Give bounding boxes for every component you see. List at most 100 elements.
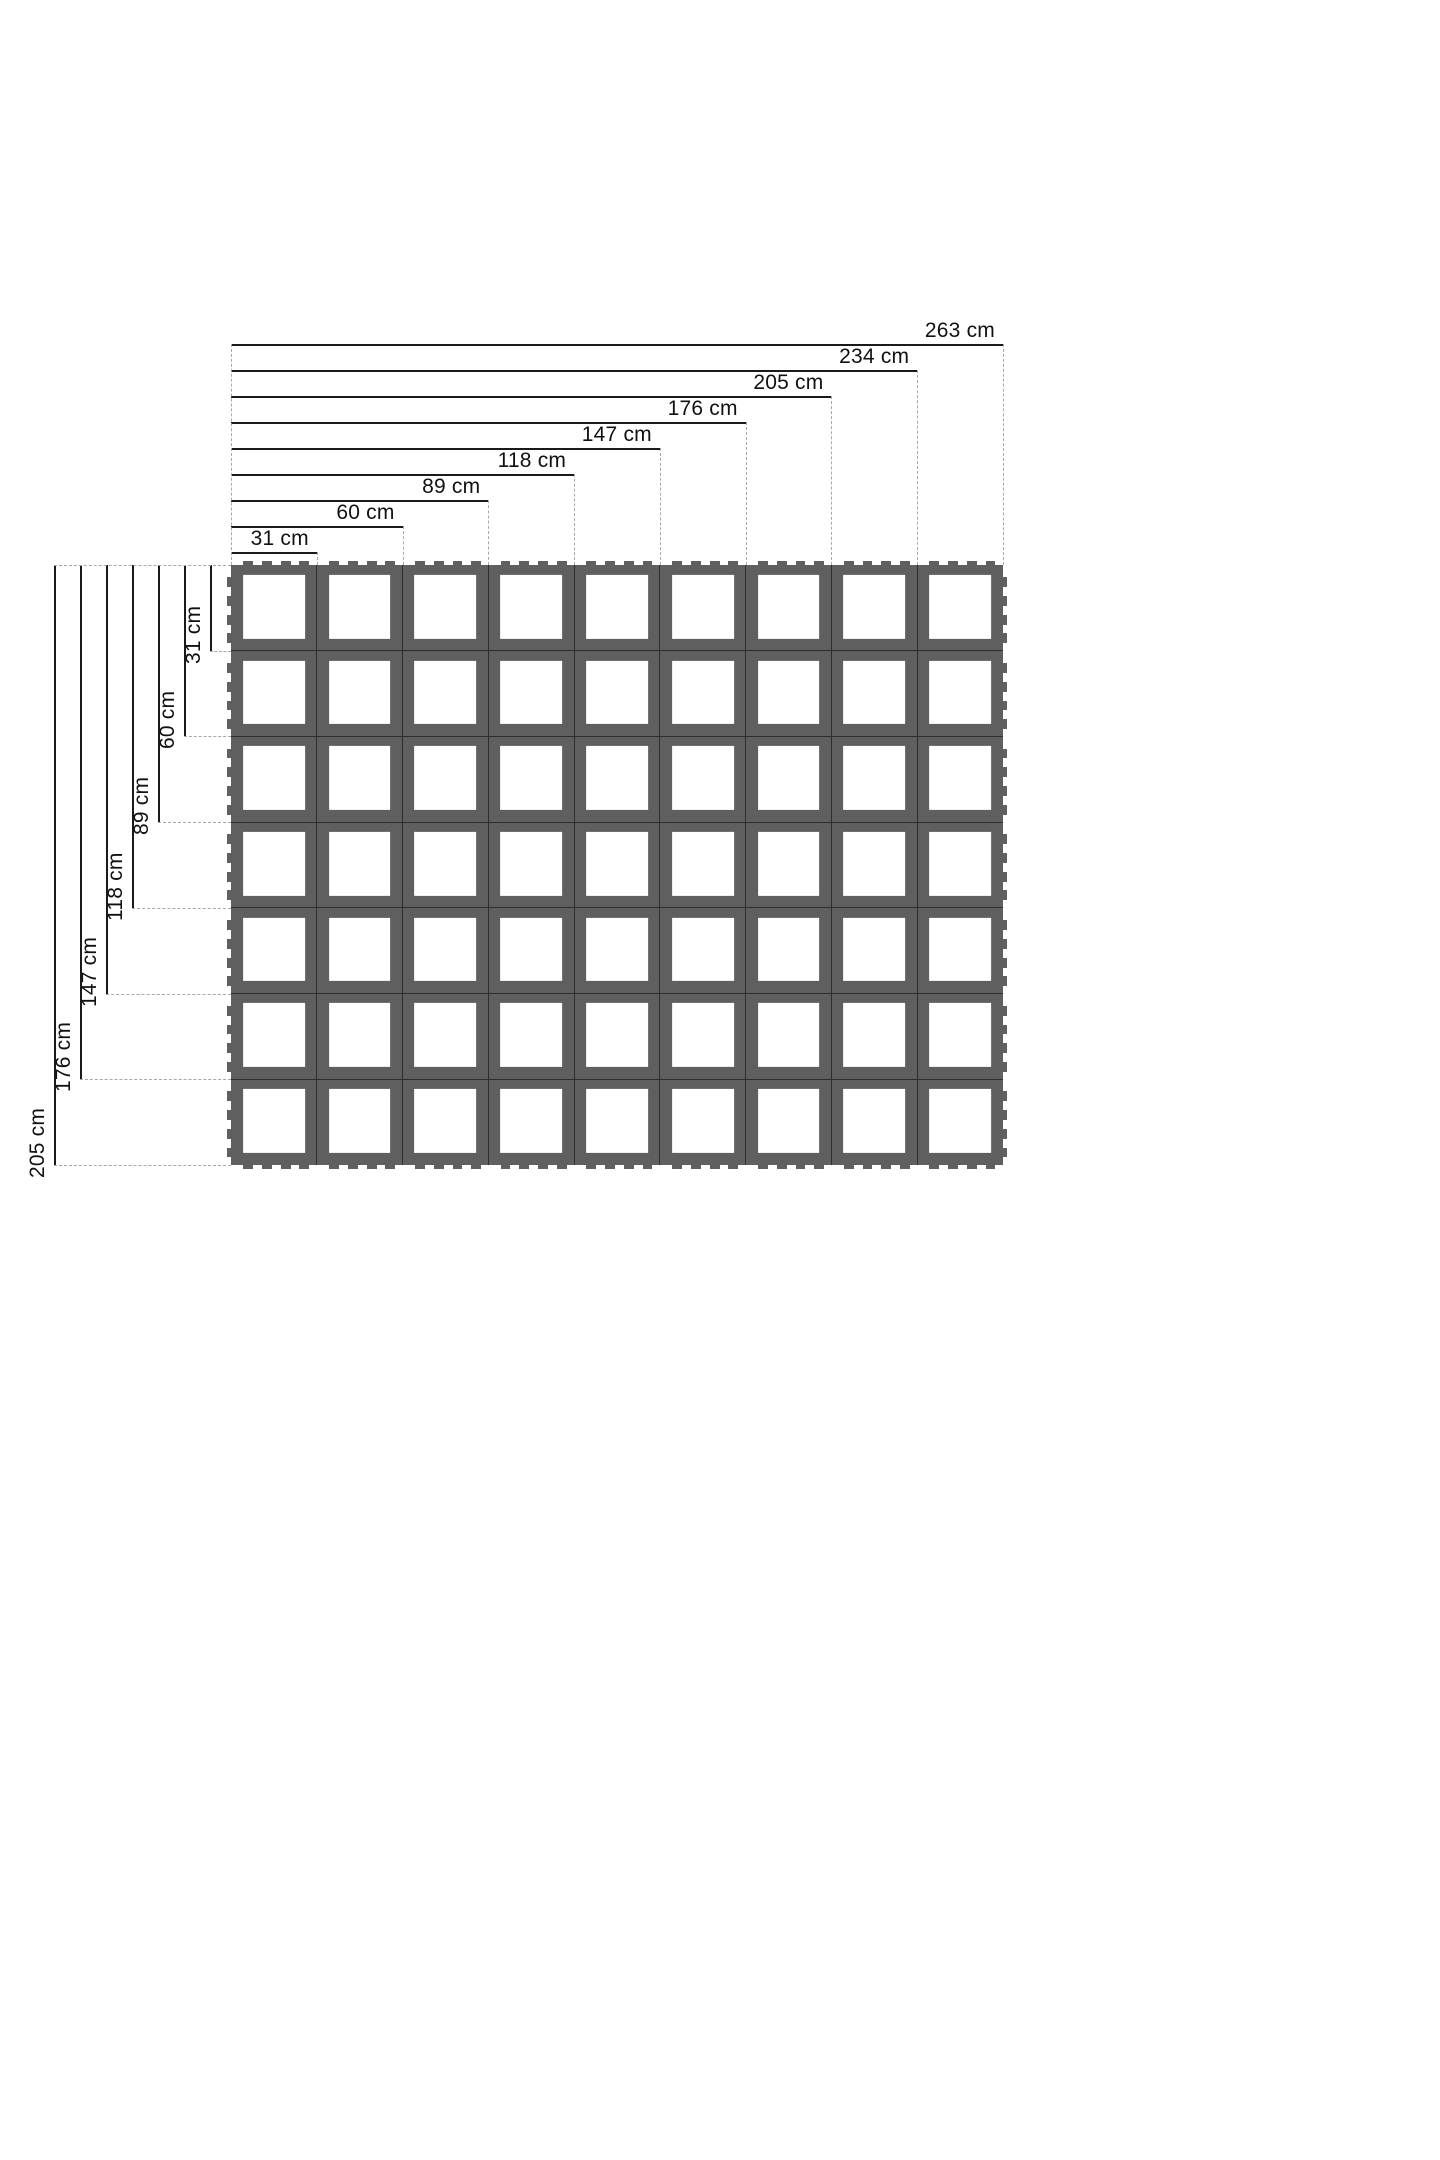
tile-star	[414, 1003, 477, 1067]
h-dimension-label-176: 176 cm	[667, 397, 738, 420]
tile-star	[929, 1089, 991, 1153]
puzzle-tab	[655, 1129, 661, 1140]
puzzle-tab	[538, 989, 549, 995]
puzzle-tab	[624, 817, 634, 824]
puzzle-tab	[280, 817, 291, 824]
puzzle-tab	[312, 804, 318, 815]
mat-tile	[312, 646, 408, 741]
puzzle-tab	[1001, 577, 1008, 588]
mat-tile	[398, 817, 493, 913]
puzzle-tab	[433, 1074, 444, 1081]
puzzle-tab	[728, 646, 739, 652]
star-icon	[244, 1090, 304, 1147]
puzzle-tab	[398, 1061, 404, 1072]
puzzle-tab	[899, 989, 910, 995]
puzzle-tab	[690, 560, 701, 566]
puzzle-tab	[967, 903, 978, 909]
puzzle-tab	[483, 681, 490, 692]
puzzle-tab	[741, 872, 747, 882]
puzzle-tab	[312, 1024, 318, 1035]
puzzle-tab	[470, 1074, 481, 1081]
puzzle-tab	[226, 1147, 232, 1158]
puzzle-tab	[757, 1074, 768, 1081]
puzzle-tab	[500, 646, 511, 652]
puzzle-tab	[366, 1163, 377, 1170]
puzzle-tab	[366, 1074, 377, 1081]
puzzle-tab	[414, 817, 425, 824]
tile-star	[328, 1089, 391, 1153]
puzzle-tab	[433, 731, 444, 738]
star-icon	[415, 918, 476, 976]
puzzle-tab	[398, 767, 404, 778]
puzzle-tab	[826, 748, 833, 759]
puzzle-tab	[929, 1074, 940, 1081]
puzzle-tab	[398, 1091, 404, 1102]
mat-tile	[655, 817, 751, 913]
tile-star	[328, 746, 391, 810]
puzzle-tab	[366, 903, 377, 909]
puzzle-tab	[826, 804, 833, 815]
puzzle-tab	[655, 596, 661, 606]
puzzle-tab	[814, 989, 824, 995]
puzzle-tab	[690, 817, 701, 824]
puzzle-tab	[483, 872, 490, 882]
puzzle-tab	[757, 1163, 768, 1170]
puzzle-tab	[226, 681, 232, 692]
h-dimension-line-118	[231, 474, 575, 476]
tile-seam	[573, 565, 575, 1165]
puzzle-tab	[912, 920, 919, 930]
puzzle-tab	[398, 938, 404, 949]
puzzle-tab	[243, 646, 254, 652]
puzzle-tab	[347, 731, 358, 738]
puzzle-tab	[433, 817, 444, 824]
puzzle-tab	[312, 976, 318, 987]
puzzle-tab	[398, 1129, 404, 1140]
puzzle-tab	[569, 1110, 576, 1121]
puzzle-tab	[569, 748, 576, 759]
mat-tile	[655, 903, 751, 999]
puzzle-tab	[655, 786, 661, 797]
tile-star	[843, 660, 906, 725]
puzzle-tab	[728, 731, 739, 738]
mat-tile	[398, 646, 493, 741]
puzzle-tab	[328, 731, 339, 738]
puzzle-tab	[642, 646, 653, 652]
puzzle-tab	[433, 1163, 444, 1170]
star-icon	[244, 747, 304, 805]
puzzle-tab	[985, 989, 996, 995]
puzzle-tab	[912, 1043, 919, 1054]
puzzle-tab	[398, 920, 404, 930]
tile-star	[671, 917, 734, 982]
puzzle-tab	[672, 560, 682, 566]
tile-seam	[231, 821, 1003, 823]
puzzle-tab	[862, 817, 873, 824]
star-icon	[758, 833, 819, 890]
puzzle-tab	[757, 989, 768, 995]
puzzle-tab	[226, 1005, 232, 1016]
puzzle-tab	[1001, 853, 1008, 864]
puzzle-tab	[967, 1074, 978, 1081]
star-icon	[415, 747, 476, 805]
h-dimension-line-234	[231, 370, 918, 372]
tile-star	[500, 831, 563, 896]
puzzle-tab	[605, 903, 616, 909]
puzzle-tab	[569, 1005, 576, 1016]
puzzle-tab	[912, 834, 919, 845]
puzzle-tab	[366, 646, 377, 652]
puzzle-tab	[1001, 872, 1008, 882]
puzzle-tab	[262, 1163, 272, 1170]
star-icon	[758, 1090, 819, 1147]
tile-star	[757, 746, 820, 810]
mat-tile	[226, 903, 322, 999]
puzzle-tab	[985, 1163, 996, 1170]
puzzle-tab	[398, 577, 404, 588]
star-icon	[244, 575, 304, 633]
mat-tile	[312, 1074, 408, 1170]
mat-tile	[655, 989, 751, 1084]
puzzle-tab	[483, 596, 490, 606]
star-icon	[415, 575, 476, 633]
puzzle-tab	[1001, 1147, 1008, 1158]
puzzle-tab	[862, 560, 873, 566]
puzzle-tab	[741, 1147, 747, 1158]
tile-star	[757, 831, 820, 896]
